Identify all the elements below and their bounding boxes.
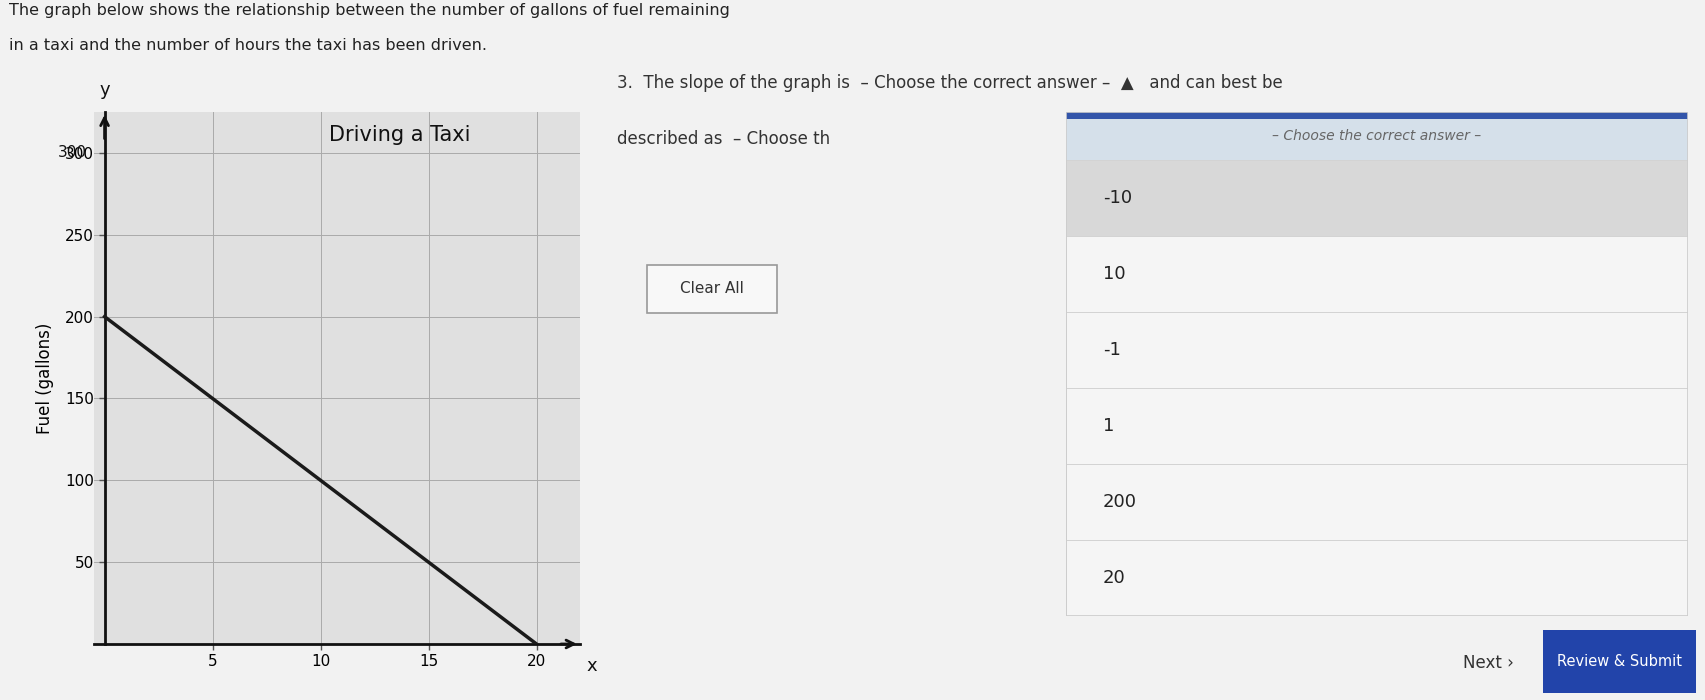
Y-axis label: Fuel (gallons): Fuel (gallons) [36, 322, 55, 434]
Bar [1066, 112, 1688, 160]
Text: The graph below shows the relationship between the number of gallons of fuel rem: The graph below shows the relationship b… [9, 4, 730, 18]
Text: -10: -10 [1103, 189, 1132, 207]
Text: 1: 1 [1103, 417, 1115, 435]
Bar [1066, 464, 1688, 540]
Text: Driving a Taxi: Driving a Taxi [329, 125, 471, 146]
Text: described as  – Choose th: described as – Choose th [617, 130, 830, 148]
Bar [1066, 236, 1688, 312]
Text: 3.  The slope of the graph is  – Choose the correct answer –  ▲   and can best b: 3. The slope of the graph is – Choose th… [617, 74, 1282, 92]
Text: Next ›: Next › [1463, 654, 1514, 672]
Text: 20: 20 [1103, 569, 1125, 587]
Bar [1066, 388, 1688, 464]
Text: y: y [99, 81, 109, 99]
Text: 200: 200 [1103, 493, 1137, 511]
Bar [646, 265, 777, 312]
Text: x: x [587, 657, 597, 675]
Text: 300: 300 [58, 146, 87, 160]
Bar [1066, 540, 1688, 616]
Text: – Choose the correct answer –: – Choose the correct answer – [1272, 129, 1482, 143]
Bar [1066, 160, 1688, 236]
Text: Clear All: Clear All [680, 281, 743, 296]
Text: Review & Submit: Review & Submit [1557, 654, 1683, 669]
Bar [1066, 312, 1688, 388]
Text: 10: 10 [1103, 265, 1125, 283]
Text: in a taxi and the number of hours the taxi has been driven.: in a taxi and the number of hours the ta… [9, 38, 486, 53]
Bar [1066, 112, 1688, 119]
Text: -1: -1 [1103, 341, 1120, 359]
